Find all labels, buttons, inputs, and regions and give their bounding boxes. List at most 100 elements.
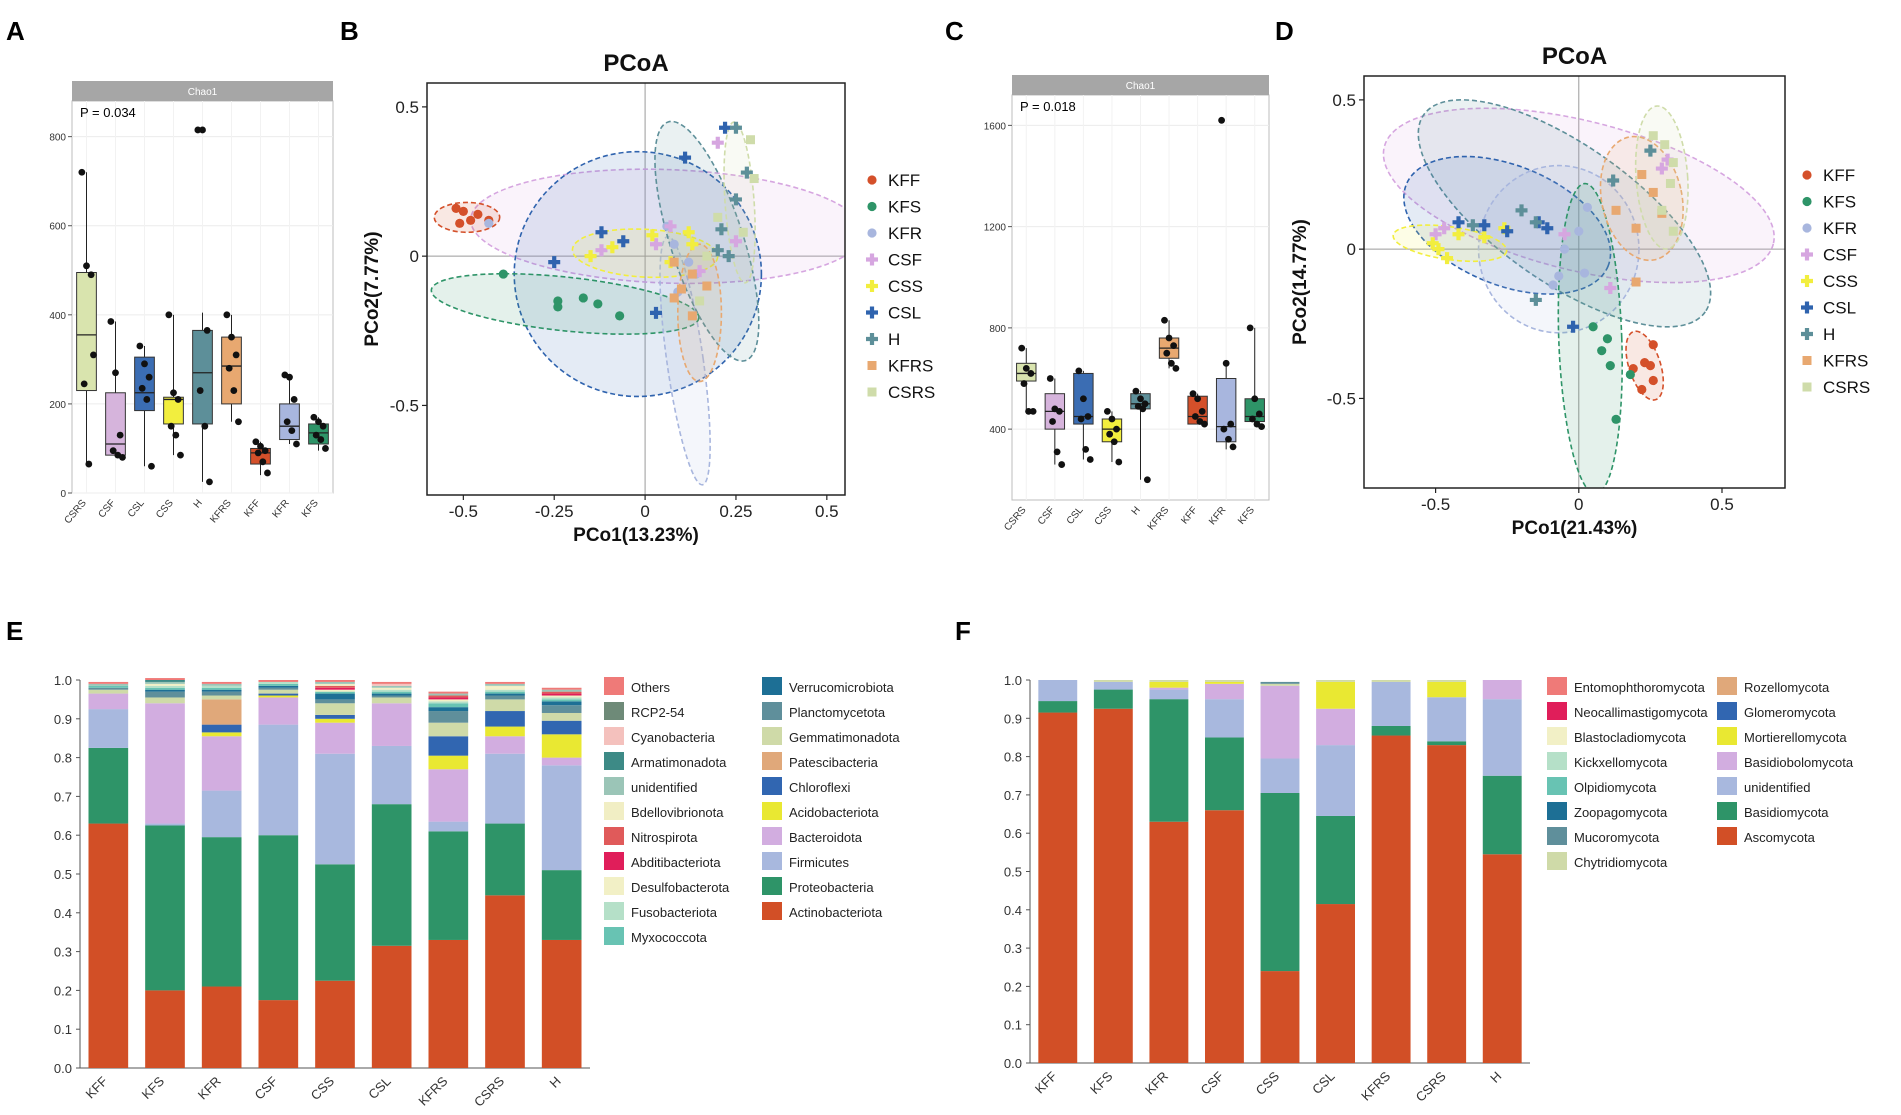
bar-segment-bacteroidota (485, 736, 525, 754)
bar-segment-ascomycota (1205, 810, 1244, 1063)
bar-segment-firmicutes (541, 765, 582, 871)
point-csf (1429, 228, 1442, 241)
point-csf (1655, 162, 1668, 175)
y-axis-title: PCo2(14.77%) (1290, 219, 1311, 345)
bar-segment-chloroflexi (315, 714, 355, 719)
point-csrs (738, 227, 748, 237)
data-point (143, 396, 151, 403)
legend-label-patescibacteria: Patescibacteria (789, 755, 879, 770)
x-tick-label-kfr: KFR (1207, 505, 1228, 527)
data-point (264, 469, 271, 477)
confidence-ellipse-kff (433, 201, 501, 234)
y-tick-label: 0 (60, 489, 66, 500)
data-point (322, 445, 329, 452)
data-point (1222, 359, 1230, 367)
legend-swatch-kickxellomycota (1547, 752, 1567, 770)
data-point (136, 342, 144, 350)
point-kfs (1602, 334, 1613, 344)
bar-segment-chloroflexi (201, 724, 242, 733)
legend-swatch-myxococcota (604, 927, 624, 945)
legend-label-csf: CSF (1823, 246, 1857, 265)
bar-segment-nitrospirota (541, 691, 582, 694)
bar-segment-basidiomycota (1149, 699, 1189, 822)
point-csrs (1668, 226, 1678, 236)
y-tick-label: 0.5 (54, 867, 72, 882)
y-tick-label: 800 (49, 133, 66, 144)
x-axis-title: PCo1(21.43%) (1512, 518, 1638, 539)
bar-segment-verrucomicrobiota (258, 685, 299, 688)
legend-label-desulfobacterota: Desulfobacterota (631, 880, 730, 895)
point-kff (455, 218, 465, 228)
legend-key-kfs (1802, 196, 1812, 207)
bar-segment-acidobacteriota (485, 726, 525, 737)
legend-key-kfs (867, 201, 877, 212)
point-css (1432, 243, 1445, 256)
data-point (286, 373, 293, 381)
bar-segment-unidentified (88, 683, 129, 686)
legend-swatch-chytridiomycota (1547, 852, 1567, 870)
legend-key-csrs (1802, 382, 1812, 392)
legend-swatch-glomeromycota (1717, 702, 1737, 720)
legend-swatch-armatimonadota (604, 752, 624, 770)
bar-segment-basidiomycota (1427, 741, 1467, 746)
y-tick-label: 0.2 (54, 983, 72, 998)
point-css (584, 250, 597, 263)
legend-swatch-actinobacteriota (762, 902, 782, 920)
data-point (112, 369, 119, 377)
point-css (1452, 228, 1465, 241)
legend-key-csrs (867, 387, 877, 397)
y-tick-label: 0.1 (1004, 1018, 1022, 1033)
legend-key-kfrs (1802, 356, 1812, 365)
data-point (283, 418, 291, 426)
p-value-annotation: P = 0.018 (1020, 99, 1076, 114)
legend-label-rcp2-54: RCP2-54 (631, 705, 684, 720)
legend-key-h (866, 333, 878, 345)
y-tick-label: 0.2 (1004, 979, 1022, 994)
bar-segment-actinobacteriota (541, 939, 582, 1068)
bar-segment-myxococcota (541, 699, 582, 702)
data-point (230, 387, 238, 394)
bar-segment-unidentified (428, 693, 469, 696)
legend-label-css: CSS (888, 277, 923, 296)
x-tick-label: 0 (640, 502, 649, 521)
y-tick-label: 1600 (984, 121, 1007, 132)
panel-a-boxplot: 0 200 400 600 800 Chao1 P = 0.034 CSRS CSF CSL CSS… (49, 81, 334, 526)
point-kfrs (1631, 277, 1641, 287)
bar-segment-unidentified (371, 685, 412, 688)
point-csrs (1657, 205, 1667, 215)
bar-segment-others (485, 681, 525, 684)
point-csf (711, 136, 724, 149)
data-point (87, 271, 95, 279)
x-tick-label-csrs: CSRS (1413, 1068, 1449, 1104)
bar-segment-chloroflexi (258, 693, 299, 696)
data-point (1227, 420, 1235, 428)
data-point (201, 422, 209, 430)
bar-segment-gemmatimonadota (541, 712, 582, 721)
bar-segment-proteobacteria (541, 870, 582, 940)
legend-label-fusobacteriota: Fusobacteriota (631, 905, 718, 920)
data-point (1108, 415, 1116, 423)
bar-segment-proteobacteria (88, 747, 129, 824)
y-tick-label: 0.3 (54, 945, 72, 960)
legend-swatch-mortierellomycota (1717, 727, 1737, 745)
y-tick-label: 0.9 (1004, 711, 1022, 726)
data-point (293, 440, 300, 448)
strip-header (72, 81, 333, 101)
data-point (138, 384, 146, 392)
y-tick-label: -0.5 (390, 396, 419, 415)
bar-segment-others (201, 681, 242, 684)
point-csl (649, 306, 662, 319)
bar-segment-myxococcota (371, 691, 412, 694)
data-point (1220, 425, 1228, 433)
bar-segment-basidiobolomycota (1260, 685, 1300, 759)
legend-label-mortierellomycota: Mortierellomycota (1744, 730, 1847, 745)
bar-segment-basidiomycota (1316, 815, 1355, 905)
point-csrs (702, 251, 712, 261)
y-tick-label: 0.6 (54, 828, 72, 843)
bar-segment-basidiomycota (1482, 775, 1522, 855)
bar-segment-cyanobacteria (371, 683, 412, 686)
legend-label-bdellovibrionota: Bdellovibrionota (631, 805, 724, 820)
point-csf (664, 220, 677, 233)
data-point (317, 436, 325, 443)
point-csl (1567, 320, 1580, 333)
